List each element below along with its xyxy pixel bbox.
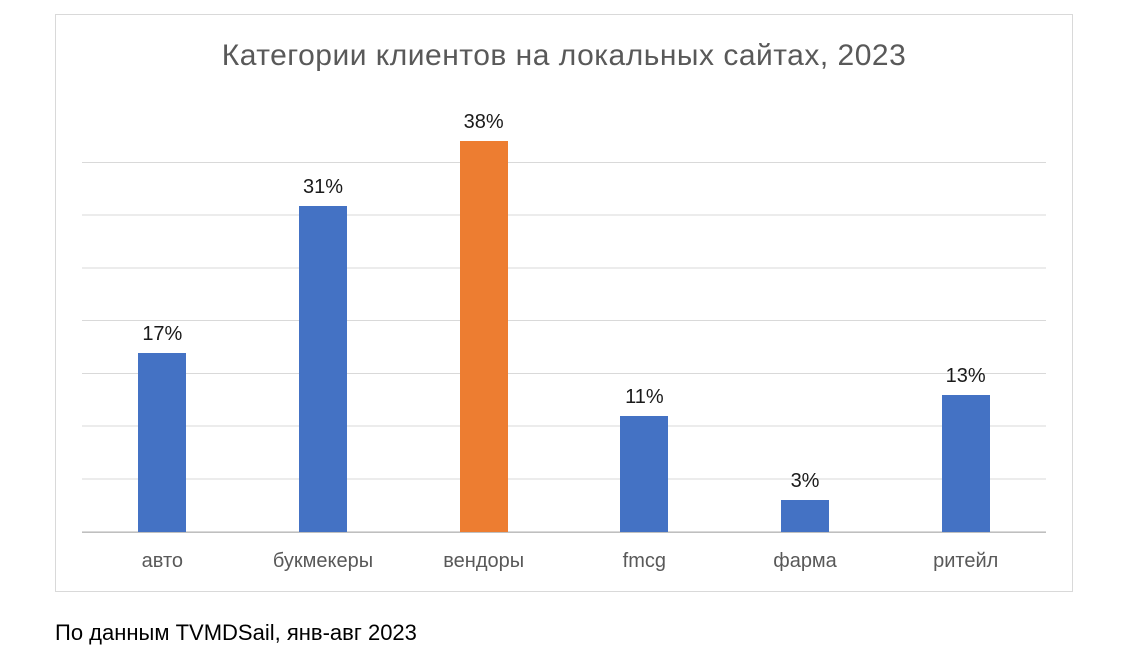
data-label: 31% xyxy=(302,175,344,198)
data-label: 38% xyxy=(463,111,504,133)
bar-авто[interactable] xyxy=(138,353,187,532)
bars-row: 17% 31% 38% 11% 3% 13% xyxy=(82,111,1046,532)
x-axis-label-fmcg: fmcg xyxy=(622,550,667,572)
bar-column: 3% xyxy=(725,111,886,532)
bar-букмекеры[interactable] xyxy=(299,205,347,532)
x-axis-label-вендоры: вендоры xyxy=(443,550,525,572)
x-axis-label-ритейл: ритейл xyxy=(933,550,999,572)
plot-area: 17% 31% 38% 11% 3% 13% xyxy=(82,111,1046,533)
data-label: 3% xyxy=(790,470,820,493)
bar-column: 31% xyxy=(243,111,404,532)
source-caption: По данным TVMDSail, янв-авг 2023 xyxy=(55,620,417,645)
x-axis-label-фарма: фарма xyxy=(773,550,837,572)
chart-title: Категории клиентов на локальных сайтах, … xyxy=(221,39,907,72)
data-label: 11% xyxy=(625,386,664,409)
bar-фарма[interactable] xyxy=(781,500,830,532)
x-axis-labels: авто букмекеры вендоры fmcg фарма ритейл xyxy=(82,534,1046,586)
bar-column: 13% xyxy=(885,111,1046,532)
bar-column: 11% xyxy=(564,111,725,532)
data-label: 13% xyxy=(945,365,986,388)
bar-column: 38% xyxy=(403,111,564,532)
data-label: 17% xyxy=(142,323,183,346)
bar-fmcg[interactable] xyxy=(620,416,669,532)
chart-container: Категории клиентов на локальных сайтах, … xyxy=(55,14,1073,592)
x-axis-label-букмекеры: букмекеры xyxy=(272,550,374,572)
bar-ритейл[interactable] xyxy=(941,395,990,532)
bar-column: 17% xyxy=(82,111,243,532)
x-axis-label-авто: авто xyxy=(141,550,184,572)
bar-вендоры[interactable] xyxy=(459,141,508,532)
